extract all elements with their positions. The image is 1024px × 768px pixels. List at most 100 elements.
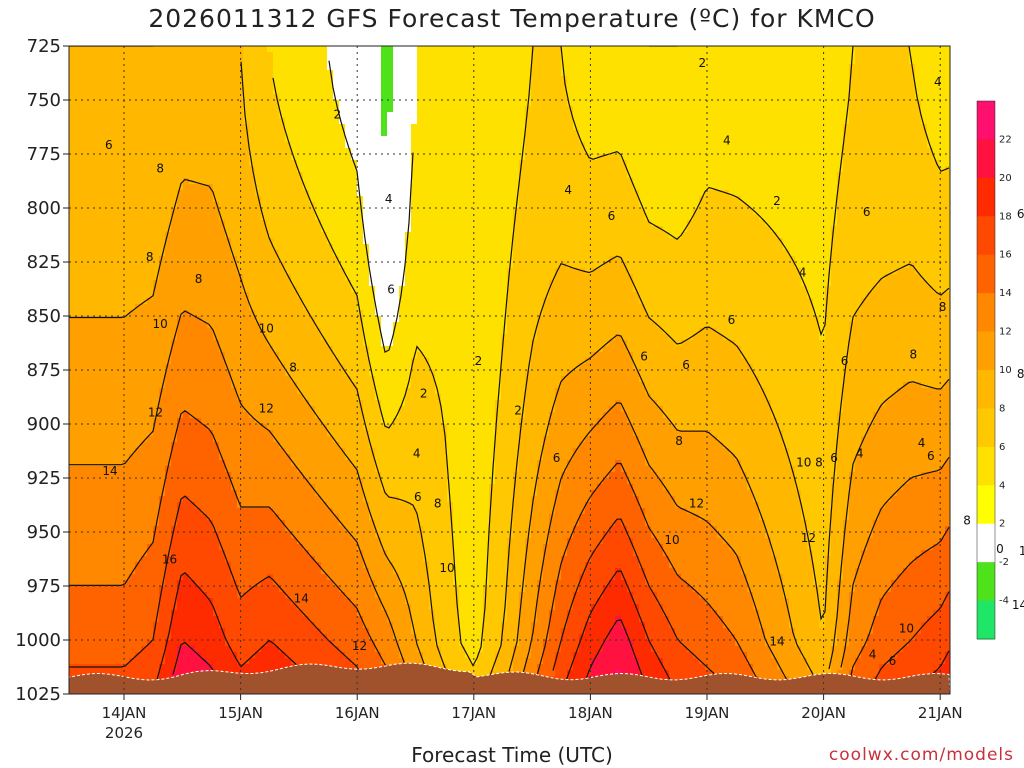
contour-label: 6 — [414, 490, 422, 504]
contour-label: 2 — [475, 354, 483, 368]
ground-surface — [69, 662, 950, 694]
contour-label: 12 — [352, 639, 367, 653]
contour-label: 8 — [939, 300, 947, 314]
colorbar-label: 12 — [999, 327, 1012, 338]
contour-label: 6 — [387, 283, 395, 297]
colorbar-label: 6 — [999, 442, 1005, 453]
contour-label: 6 — [682, 358, 690, 372]
contour-label: 10 — [796, 455, 811, 469]
contour-label: 8 — [675, 434, 683, 448]
contour-label: 8 — [963, 514, 971, 528]
contour-label: 14 — [294, 591, 309, 605]
contour-label: 2 — [514, 404, 522, 418]
colorbar-swatch — [977, 177, 995, 217]
contour-label: 14 — [1012, 598, 1024, 612]
colorbar-label: 18 — [999, 211, 1012, 222]
x-tick-label: 17JAN — [451, 704, 496, 722]
contour-label: 4 — [564, 183, 572, 197]
contour-label: 2 — [420, 386, 428, 400]
colorbar-swatch — [977, 562, 995, 602]
colorbar-label: -2 — [999, 557, 1009, 568]
colorbar-label: 22 — [999, 134, 1012, 145]
contour-label: 8 — [434, 496, 442, 510]
contour-label: 12 — [801, 531, 816, 545]
contour-label: 8 — [1017, 367, 1024, 381]
contour-label: 10 — [439, 561, 454, 575]
x-axis-title: Forecast Time (UTC) — [411, 743, 613, 767]
colorbar-swatch — [977, 216, 995, 256]
colorbar-swatch — [977, 600, 995, 640]
contour-label: 12 — [259, 401, 274, 415]
x-tick-label: 15JAN — [218, 704, 263, 722]
contour-label: 8 — [910, 347, 918, 361]
contour-label: 6 — [728, 313, 736, 327]
contour-label: 4 — [723, 134, 731, 148]
contour-label: 4 — [869, 648, 877, 662]
x-tick-label: 16JAN — [335, 704, 380, 722]
grid-lines — [69, 46, 950, 694]
colorbar-label: 2 — [999, 519, 1005, 530]
y-tick-label: 775 — [27, 144, 61, 165]
x-tick-label: 19JAN — [685, 704, 730, 722]
contour-line — [69, 46, 950, 683]
y-tick-label: 825 — [27, 252, 61, 273]
contour-label: 6 — [553, 451, 561, 465]
contour-label: 6 — [830, 451, 838, 465]
page-title: 2026011312 GFS Forecast Temperature (ºC)… — [148, 4, 876, 33]
colorbar-label: 14 — [999, 288, 1012, 299]
contour-label: 8 — [195, 272, 203, 286]
contour-label: 6 — [1017, 207, 1024, 221]
colorbar: 22 20 18 16 14 12 10 8 6 4 2 -2 -4 — [976, 100, 1012, 640]
contour-label: 8 — [289, 360, 297, 374]
contour-label: 6 — [863, 205, 871, 219]
contour-label: 4 — [413, 447, 421, 461]
contour-label: 2 — [699, 56, 707, 70]
x-tick-label: 20JAN — [801, 704, 846, 722]
y-tick-label: 900 — [27, 414, 61, 435]
contour-label: 2 — [773, 194, 781, 208]
colorbar-swatch — [977, 446, 995, 486]
colorbar-label: 16 — [999, 250, 1012, 261]
contour-label: 10 — [664, 533, 679, 547]
x-tick-label: 21JAN — [918, 704, 963, 722]
y-tick-label: 925 — [27, 468, 61, 489]
terrain — [69, 662, 950, 694]
contour-label: 4 — [918, 436, 926, 450]
colorbar-swatch — [977, 139, 995, 179]
colorbar-label: 20 — [999, 173, 1012, 184]
y-tick-label: 950 — [27, 522, 61, 543]
contour-label: 4 — [799, 265, 807, 279]
contour-label: 8 — [156, 162, 164, 176]
colorbar-swatch — [977, 331, 995, 371]
x-tick-label: 18JAN — [568, 704, 613, 722]
contour-label: 8 — [146, 250, 154, 264]
contour-line — [172, 619, 646, 685]
contour-label: 8 — [815, 455, 823, 469]
contour-label: 14 — [102, 464, 117, 478]
contour-line — [69, 410, 950, 685]
contour-label: 12 — [148, 406, 163, 420]
y-tick-label: 800 — [27, 198, 61, 219]
contour-label: 4 — [934, 75, 942, 89]
contour-label: 6 — [640, 350, 648, 364]
y-tick-label: 850 — [27, 306, 61, 327]
contour-label: 6 — [105, 138, 113, 152]
contour-label: 6 — [841, 354, 849, 368]
y-axis: 725 750 775 800 825 850 875 900 925 950 975 1000 102… — [15, 36, 69, 705]
contour-label: 12 — [1019, 544, 1024, 558]
colorbar-swatch — [977, 408, 995, 448]
colorbar-label: 10 — [999, 365, 1012, 376]
contour-label: 6 — [608, 209, 616, 223]
colorbar-label: -4 — [999, 596, 1009, 607]
contour-label: 4 — [856, 447, 864, 461]
contour-line — [69, 178, 950, 683]
contour-label: 2 — [334, 108, 342, 122]
contour-label: 4 — [385, 192, 393, 206]
colorbar-swatch — [977, 485, 995, 525]
contour-label: 10 — [153, 317, 168, 331]
credit-link[interactable]: coolwx.com/models — [828, 745, 1014, 765]
x-axis: 14JAN 15JAN 16JAN 17JAN 18JAN 19JAN 20JAN 21JAN… — [102, 694, 963, 742]
y-tick-label: 1025 — [15, 684, 61, 705]
